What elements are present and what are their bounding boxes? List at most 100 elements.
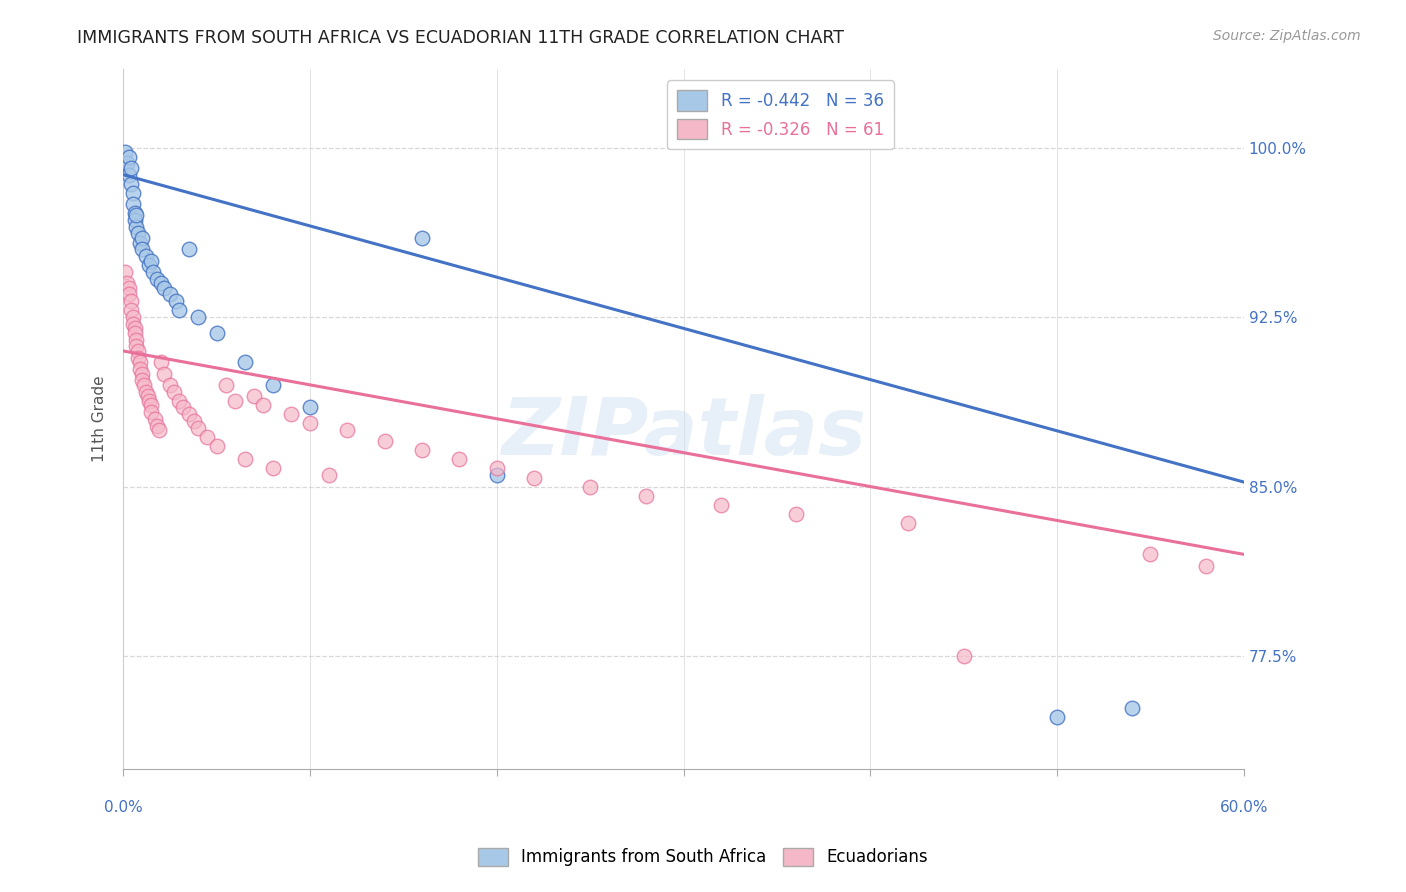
Point: [252, 398, 274, 412]
Point: [177, 242, 200, 256]
Y-axis label: 11th Grade: 11th Grade: [93, 376, 107, 462]
Point: [131, 367, 153, 381]
Point: [523, 470, 546, 484]
Point: [120, 177, 142, 191]
Point: [411, 231, 433, 245]
Point: [187, 421, 209, 435]
Point: [114, 265, 136, 279]
Point: [118, 281, 141, 295]
Point: [952, 648, 974, 663]
Point: [169, 303, 191, 318]
Point: [114, 145, 136, 160]
Point: [224, 393, 246, 408]
Point: [120, 303, 142, 318]
Point: [153, 367, 176, 381]
Point: [118, 150, 141, 164]
Point: [146, 271, 169, 285]
Point: [897, 516, 920, 530]
Point: [149, 355, 172, 369]
Point: [636, 489, 658, 503]
Point: [195, 430, 218, 444]
Point: [411, 443, 433, 458]
Point: [449, 452, 471, 467]
Point: [118, 168, 141, 182]
Point: [121, 317, 143, 331]
Point: [121, 310, 143, 324]
Point: [1121, 701, 1143, 715]
Point: [132, 377, 155, 392]
Point: [129, 355, 152, 369]
Point: [159, 377, 181, 392]
Point: [159, 287, 181, 301]
Text: 0.0%: 0.0%: [104, 799, 142, 814]
Point: [124, 213, 146, 227]
Point: [153, 281, 176, 295]
Legend: Immigrants from South Africa, Ecuadorians: Immigrants from South Africa, Ecuadorian…: [471, 841, 935, 873]
Point: [136, 389, 159, 403]
Point: [131, 373, 153, 387]
Point: [205, 439, 228, 453]
Point: [374, 434, 396, 449]
Text: Source: ZipAtlas.com: Source: ZipAtlas.com: [1213, 29, 1361, 43]
Point: [183, 414, 205, 428]
Point: [1195, 558, 1218, 573]
Point: [121, 197, 143, 211]
Point: [138, 258, 160, 272]
Point: [1046, 710, 1069, 724]
Point: [262, 377, 284, 392]
Point: [146, 418, 169, 433]
Point: [262, 461, 284, 475]
Point: [124, 326, 146, 340]
Point: [485, 461, 508, 475]
Point: [115, 156, 138, 170]
Point: [148, 423, 170, 437]
Point: [121, 186, 143, 200]
Point: [135, 249, 157, 263]
Point: [127, 343, 149, 358]
Text: 60.0%: 60.0%: [1219, 799, 1268, 814]
Point: [127, 351, 149, 365]
Point: [125, 219, 148, 234]
Point: [233, 452, 256, 467]
Point: [485, 468, 508, 483]
Point: [141, 405, 163, 419]
Point: [177, 407, 200, 421]
Point: [172, 401, 194, 415]
Point: [115, 276, 138, 290]
Point: [187, 310, 209, 324]
Point: [299, 417, 322, 431]
Point: [243, 389, 266, 403]
Point: [149, 276, 172, 290]
Point: [141, 253, 163, 268]
Point: [124, 206, 146, 220]
Point: [125, 333, 148, 347]
Point: [318, 468, 340, 483]
Point: [129, 235, 152, 250]
Point: [138, 393, 160, 408]
Point: [280, 407, 302, 421]
Point: [125, 339, 148, 353]
Point: [124, 321, 146, 335]
Point: [131, 231, 153, 245]
Point: [579, 479, 602, 493]
Point: [143, 411, 166, 425]
Point: [131, 242, 153, 256]
Text: IMMIGRANTS FROM SOUTH AFRICA VS ECUADORIAN 11TH GRADE CORRELATION CHART: IMMIGRANTS FROM SOUTH AFRICA VS ECUADORI…: [77, 29, 845, 46]
Point: [120, 294, 142, 309]
Legend: R = -0.442   N = 36, R = -0.326   N = 61: R = -0.442 N = 36, R = -0.326 N = 61: [668, 80, 894, 149]
Point: [165, 294, 187, 309]
Point: [336, 423, 359, 437]
Point: [120, 161, 142, 175]
Point: [1139, 547, 1161, 561]
Point: [163, 384, 186, 399]
Point: [142, 265, 165, 279]
Point: [129, 362, 152, 376]
Point: [215, 377, 238, 392]
Point: [233, 355, 256, 369]
Point: [710, 498, 733, 512]
Point: [785, 507, 807, 521]
Point: [169, 393, 191, 408]
Point: [299, 401, 322, 415]
Point: [141, 398, 163, 412]
Text: ZIPatlas: ZIPatlas: [501, 393, 866, 472]
